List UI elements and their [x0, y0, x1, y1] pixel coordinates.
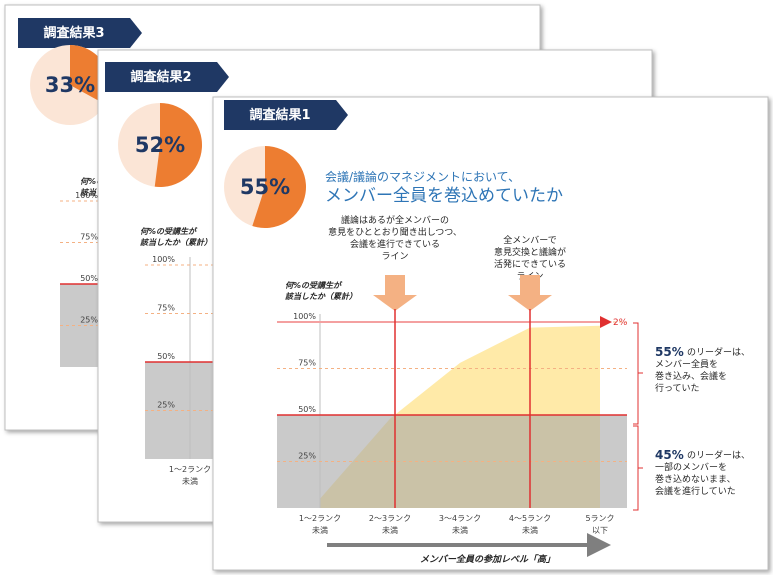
- y-tick-label: 100%: [75, 191, 98, 200]
- annotation-arrow: [508, 275, 552, 311]
- pie-slice: [252, 146, 307, 228]
- note-text: のリーダーは、メンバー全員を巻き込み、会議を行っていた: [655, 346, 750, 394]
- y-tick-label: 100%: [293, 312, 316, 321]
- bracket: [633, 322, 643, 425]
- y-tick-label: 50%: [157, 352, 175, 361]
- tab-shape: [224, 100, 348, 130]
- slide: 調査結果1 55% 100% 75% 50% 25% 何%の受講生が該当したか（累計） 1〜2…: [212, 96, 769, 571]
- title-line-2: メンバー全員を巻込めていたか: [325, 186, 563, 206]
- y-tick-label: 25%: [157, 400, 175, 409]
- note-highlight: 45%: [655, 448, 684, 462]
- tab-label: 調査結果3: [43, 25, 104, 41]
- pie-label: 52%: [135, 133, 185, 157]
- y-tick-label: 50%: [80, 274, 98, 283]
- y-tick-label: 100%: [152, 255, 175, 264]
- pie-slice: [154, 103, 202, 187]
- x-tick-label: 1〜2ランク未満: [299, 514, 341, 535]
- y-tick-label: 25%: [80, 315, 98, 324]
- y-tick-label: 25%: [298, 451, 316, 460]
- y-tick-label: 75%: [298, 358, 316, 367]
- tab-label: 調査結果1: [249, 107, 310, 123]
- y-tick-label: 75%: [80, 232, 98, 241]
- x-tick-label: 4〜5ランク未満: [509, 514, 551, 535]
- x-tick-label: 3〜4ランク未満: [439, 514, 481, 535]
- y-tick-label: 75%: [157, 303, 175, 312]
- pie-label: 55%: [240, 175, 290, 199]
- title-line-1: 会議/議論のマネジメントにおいて、: [325, 169, 520, 184]
- bracket: [633, 425, 643, 511]
- x-tick-label: 5ランク以下: [585, 514, 614, 535]
- y-axis-label: 何%の受講生が該当したか（累計）: [140, 226, 212, 247]
- x-axis-label: メンバー全員の参加レベル「高」: [420, 554, 555, 565]
- pie-label: 33%: [45, 73, 95, 97]
- annotation: 議論はあるが全メンバーの意見をひととおり聞き出しつつ、会議を進行できているライン: [328, 214, 462, 262]
- tab-label: 調査結果2: [130, 69, 191, 85]
- annotation-arrow: [373, 275, 417, 311]
- y-tick-label: 50%: [298, 405, 316, 414]
- end-label: 2%: [613, 318, 628, 328]
- note-highlight: 55%: [655, 345, 684, 359]
- tab-shape: [18, 18, 142, 48]
- tab-shape: [105, 62, 229, 92]
- note-text: のリーダーは、一部のメンバーを巻き込めないまま、会議を進行していた: [655, 449, 750, 497]
- x-tick-label: 2〜3ランク未満: [369, 514, 411, 535]
- y-axis-label: 何%の受講生が該当したか（累計）: [285, 280, 357, 301]
- x-tick-label: 1〜2ランク未満: [169, 465, 211, 486]
